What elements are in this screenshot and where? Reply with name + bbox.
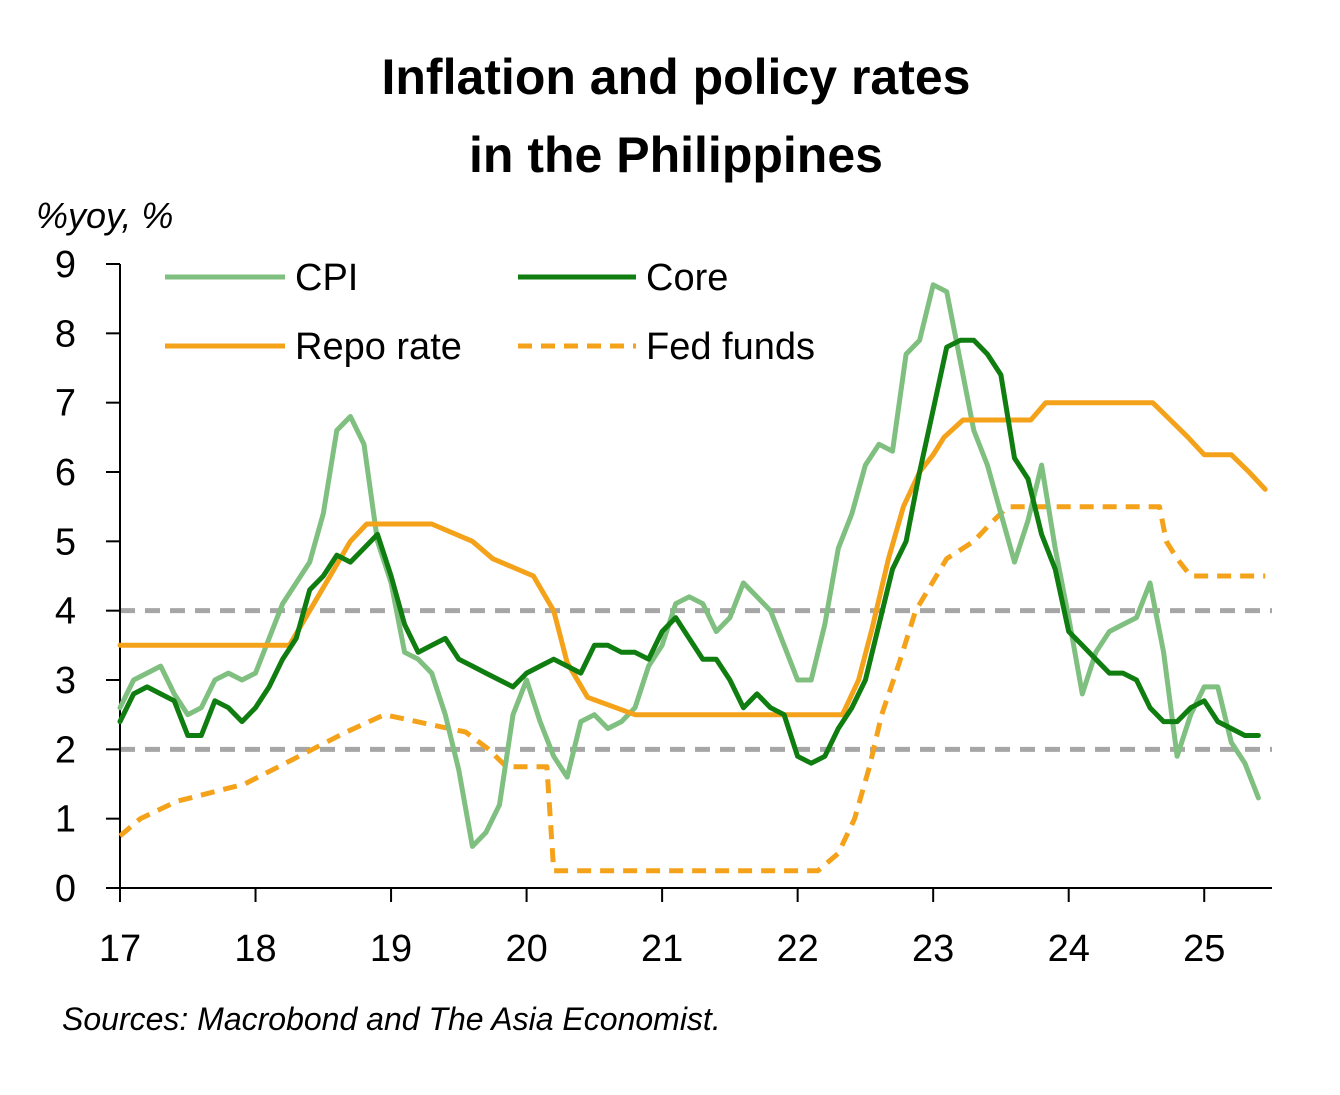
y-tick-label: 6 [55,452,76,494]
y-axis-label: %yoy, % [36,195,173,236]
source-note: Sources: Macrobond and The Asia Economis… [62,1001,721,1037]
y-tick-label: 7 [55,383,76,425]
y-tick-label: 9 [55,244,76,286]
legend-label-repo-rate: Repo rate [295,326,462,368]
y-axis-ticks: 0 1 2 3 4 5 6 7 8 9 [55,244,120,910]
x-tick-label: 20 [505,928,547,970]
y-tick-label: 3 [55,660,76,702]
x-tick-label: 23 [912,928,954,970]
reference-lines [120,608,1272,752]
x-tick-label: 25 [1183,928,1225,970]
y-tick-label: 8 [55,313,76,355]
y-tick-label: 1 [55,799,76,841]
x-tick-label: 24 [1048,928,1090,970]
y-tick-label: 0 [55,868,76,910]
x-tick-label: 19 [370,928,412,970]
legend-label-cpi: CPI [295,257,358,299]
y-tick-label: 5 [55,521,76,563]
x-tick-label: 22 [777,928,819,970]
series-lines [117,282,1268,874]
x-tick-label: 21 [641,928,683,970]
legend: CPI Core Repo rate Fed funds [165,257,815,368]
y-tick-label: 2 [55,729,76,771]
chart-title: Inflation and policy rates in the Philip… [382,49,971,183]
x-axis-ticks: 17 18 19 20 21 22 23 24 25 [99,888,1225,970]
series-line-repo-rate [117,400,1268,718]
y-tick-label: 4 [55,591,76,633]
x-tick-label: 18 [234,928,276,970]
series-line-fed-funds [118,504,1266,874]
series-line-cpi [117,282,1261,849]
chart-title-line-2: in the Philippines [469,127,883,183]
axes [119,264,1272,889]
legend-label-fed-funds: Fed funds [646,326,815,368]
legend-label-core: Core [646,257,728,299]
series-line-core [117,337,1261,766]
x-tick-label: 17 [99,928,141,970]
chart-title-line-1: Inflation and policy rates [382,49,971,105]
